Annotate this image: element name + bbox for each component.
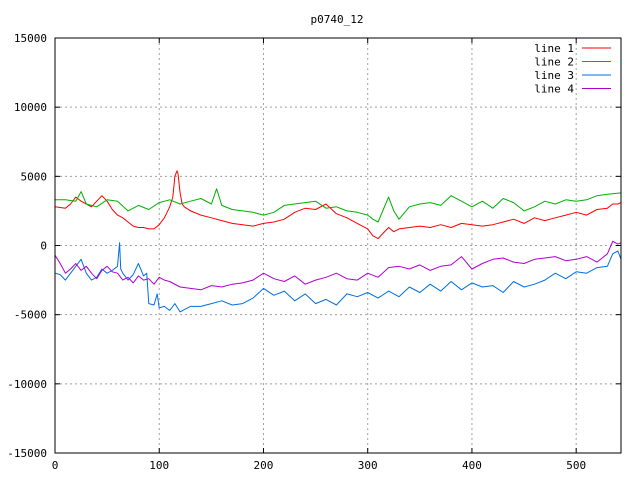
x-tick-label: 100 <box>149 459 169 472</box>
x-tick-label: 500 <box>566 459 586 472</box>
y-tick-label: -15000 <box>7 447 47 460</box>
y-tick-label: -5000 <box>14 309 47 322</box>
series-line-3 <box>54 242 622 313</box>
grid <box>55 38 621 453</box>
series-group <box>54 170 622 313</box>
legend-label: line 2 <box>534 56 574 69</box>
x-tick-label: 300 <box>358 459 378 472</box>
chart-title: p0740_12 <box>311 13 364 26</box>
y-tick-label: 0 <box>40 240 47 253</box>
series-line-2 <box>55 188 622 223</box>
axis-ticks: 0 100 200 300 400 500 -15000 -10000 -5000 0 5000 10… <box>7 32 621 472</box>
series-line-4 <box>54 240 622 291</box>
x-tick-label: 400 <box>462 459 482 472</box>
y-tick-label: 15000 <box>14 32 47 45</box>
legend-label: line 4 <box>534 83 574 96</box>
y-tick-label: -10000 <box>7 378 47 391</box>
series-line-1 <box>54 170 622 240</box>
y-tick-label: 5000 <box>21 170 48 183</box>
x-tick-label: 0 <box>52 459 59 472</box>
legend-label: line 3 <box>534 69 574 82</box>
x-tick-label: 200 <box>254 459 274 472</box>
legend-label: line 1 <box>534 42 574 55</box>
y-tick-label: 10000 <box>14 101 47 114</box>
